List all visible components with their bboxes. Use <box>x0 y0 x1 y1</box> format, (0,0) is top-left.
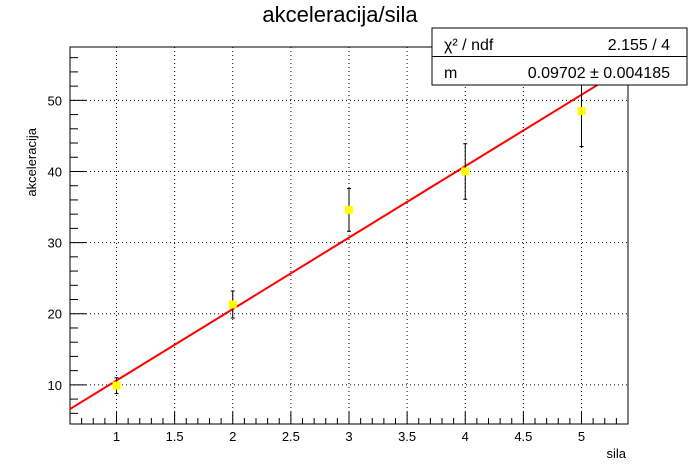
y-axis: 10 20 30 40 50 <box>48 57 86 414</box>
x-tick-label: 4.5 <box>514 429 532 444</box>
y-tick-label: 20 <box>48 307 62 322</box>
y-axis-label: akceleracija <box>24 127 39 196</box>
y-tick-label: 50 <box>48 93 62 108</box>
data-point <box>112 377 121 394</box>
y-tick-label: 40 <box>48 164 62 179</box>
stats-label-m: m <box>444 65 457 82</box>
point-marker <box>577 107 586 116</box>
point-marker <box>345 205 353 214</box>
fit-line <box>69 65 629 410</box>
x-tick-label: 4 <box>462 429 469 444</box>
stats-label-chi2: χ² / ndf <box>444 37 494 54</box>
data-point <box>345 188 353 232</box>
x-axis-label: sila <box>606 446 626 461</box>
y-tick-label: 30 <box>48 236 62 251</box>
x-tick-label: 5 <box>578 429 585 444</box>
chart-title: akceleracija/sila <box>262 2 418 27</box>
x-tick-label: 1 <box>113 429 120 444</box>
x-axis: 1 1.5 2 2.5 3 3.5 4 4.5 5 <box>81 412 617 444</box>
stats-value-m: 0.09702 ± 0.004185 <box>528 65 670 82</box>
point-marker <box>228 300 237 309</box>
point-marker <box>112 381 121 390</box>
x-tick-label: 1.5 <box>166 429 184 444</box>
x-tick-label: 2.5 <box>282 429 300 444</box>
x-tick-label: 2 <box>229 429 236 444</box>
x-tick-label: 3.5 <box>398 429 416 444</box>
point-marker <box>461 167 470 176</box>
stats-box: χ² / ndf 2.155 / 4 m 0.09702 ± 0.004185 <box>431 27 688 86</box>
y-tick-label: 10 <box>48 378 62 393</box>
grid <box>70 47 628 424</box>
data-point <box>461 143 470 200</box>
data-point <box>228 290 237 319</box>
data-point <box>577 74 586 148</box>
data-points <box>112 74 586 394</box>
x-tick-label: 3 <box>345 429 352 444</box>
stats-value-chi2: 2.155 / 4 <box>608 37 670 54</box>
